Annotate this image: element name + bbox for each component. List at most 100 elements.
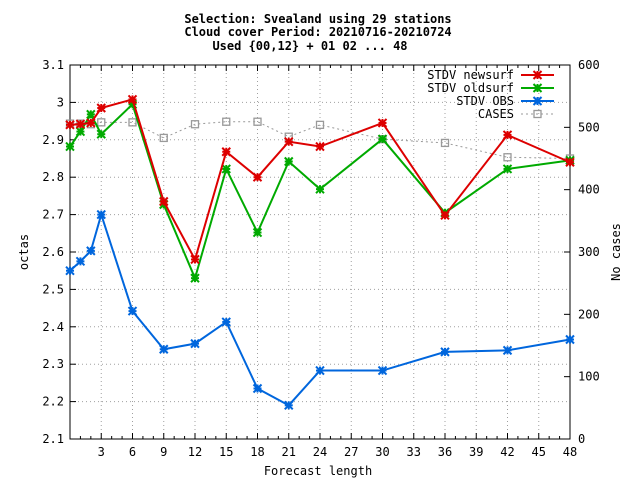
y-tick-label: 2.2	[42, 395, 64, 409]
data-point	[97, 118, 106, 127]
x-tick-label: 21	[282, 445, 296, 459]
data-point	[252, 227, 263, 238]
data-point	[502, 164, 513, 174]
data-point	[190, 338, 200, 349]
y2-tick-label: 400	[578, 183, 600, 197]
data-point	[377, 365, 388, 376]
legend-swatch-marker	[532, 96, 543, 106]
data-point	[86, 109, 96, 120]
data-point	[315, 141, 325, 152]
legend-label: CASES	[478, 107, 514, 121]
data-point	[128, 118, 137, 127]
data-point	[96, 103, 106, 113]
data-point	[252, 172, 263, 182]
y2-tick-label: 100	[578, 370, 600, 384]
data-point	[190, 273, 200, 283]
data-point	[503, 153, 512, 162]
y2-tick-label: 300	[578, 245, 600, 259]
title-line-1: Selection: Svealand using 29 stations	[184, 12, 451, 26]
x-tick-label: 45	[532, 445, 546, 459]
y2-tick-label: 0	[578, 432, 585, 446]
x-tick-label: 39	[469, 445, 483, 459]
data-point	[75, 119, 86, 129]
y-tick-label: 3.1	[42, 58, 64, 72]
data-point	[159, 344, 169, 354]
data-point	[222, 117, 231, 126]
x-tick-label: 33	[407, 445, 421, 459]
series-stdv-oldsurf	[65, 99, 575, 283]
y-tick-label: 2.9	[42, 133, 64, 147]
data-point	[253, 117, 262, 126]
y-axis-label: octas	[17, 234, 31, 270]
data-point	[440, 210, 450, 221]
data-point	[221, 147, 231, 157]
data-point	[377, 118, 388, 128]
x-tick-label: 9	[160, 445, 167, 459]
x-tick-label: 15	[219, 445, 233, 459]
legend-label: STDV OBS	[456, 94, 514, 108]
data-point	[75, 256, 86, 267]
data-point	[502, 130, 513, 140]
x-tick-label: 48	[563, 445, 577, 459]
y2-tick-label: 200	[578, 307, 600, 321]
x-tick-label: 30	[375, 445, 389, 459]
data-point	[159, 196, 169, 207]
x-tick-label: 3	[98, 445, 105, 459]
data-point	[440, 138, 450, 148]
data-point	[565, 157, 575, 167]
legend-label: STDV newsurf	[427, 68, 514, 82]
legend-entry-cases: CASES	[478, 107, 554, 121]
y-tick-label: 3	[57, 95, 64, 109]
series-line	[69, 98, 571, 263]
y-tick-label: 2.6	[42, 245, 64, 259]
legend-swatch-marker	[532, 70, 543, 80]
data-point	[75, 126, 86, 137]
data-point	[284, 156, 294, 167]
axis-ticks: 3 6 9 12 15 18 21 24 27 30 33 36 39 42 45 482.12.22.32.…	[42, 58, 599, 459]
data-point	[65, 141, 75, 152]
data-point	[315, 120, 325, 129]
legend-entry-stdv-oldsurf: STDV oldsurf	[427, 81, 554, 95]
data-point	[565, 334, 575, 345]
title-line-2: Cloud cover Period: 20210716-20210724	[184, 25, 451, 39]
y2-axis-label: No cases	[609, 223, 623, 281]
data-point	[190, 120, 200, 129]
y2-tick-label: 600	[578, 58, 600, 72]
data-point	[221, 317, 231, 327]
data-point	[315, 184, 325, 194]
data-point	[96, 209, 106, 220]
x-tick-label: 18	[250, 445, 264, 459]
chart-title: Selection: Svealand using 29 stations Cl…	[184, 12, 451, 53]
series-layer	[65, 94, 575, 411]
data-point	[65, 120, 75, 130]
y-tick-label: 2.5	[42, 282, 64, 296]
x-axis-label: Forecast length	[264, 464, 372, 478]
legend-swatch-marker	[532, 83, 543, 93]
data-point	[440, 347, 450, 357]
legend-swatch-marker	[533, 109, 542, 119]
x-tick-label: 36	[438, 445, 452, 459]
data-point	[86, 118, 96, 128]
data-point	[96, 129, 106, 139]
data-point	[190, 254, 200, 265]
data-point	[377, 134, 388, 144]
title-line-3: Used {00,12} + 01 02 ... 48	[212, 39, 407, 53]
x-tick-label: 6	[129, 445, 136, 459]
series-stdv-obs	[65, 209, 575, 411]
y-tick-label: 2.8	[42, 170, 64, 184]
data-point	[159, 133, 168, 143]
grid	[70, 65, 571, 439]
data-point	[284, 136, 294, 147]
y2-tick-label: 500	[578, 120, 600, 134]
x-tick-label: 24	[313, 445, 327, 459]
y-tick-label: 2.7	[42, 208, 64, 222]
legend-entry-stdv-newsurf: STDV newsurf	[427, 68, 554, 82]
data-point	[502, 345, 513, 356]
y-tick-label: 2.4	[42, 320, 64, 334]
data-point	[65, 265, 75, 276]
x-tick-label: 27	[344, 445, 358, 459]
data-point	[221, 164, 231, 174]
data-point	[86, 246, 96, 256]
